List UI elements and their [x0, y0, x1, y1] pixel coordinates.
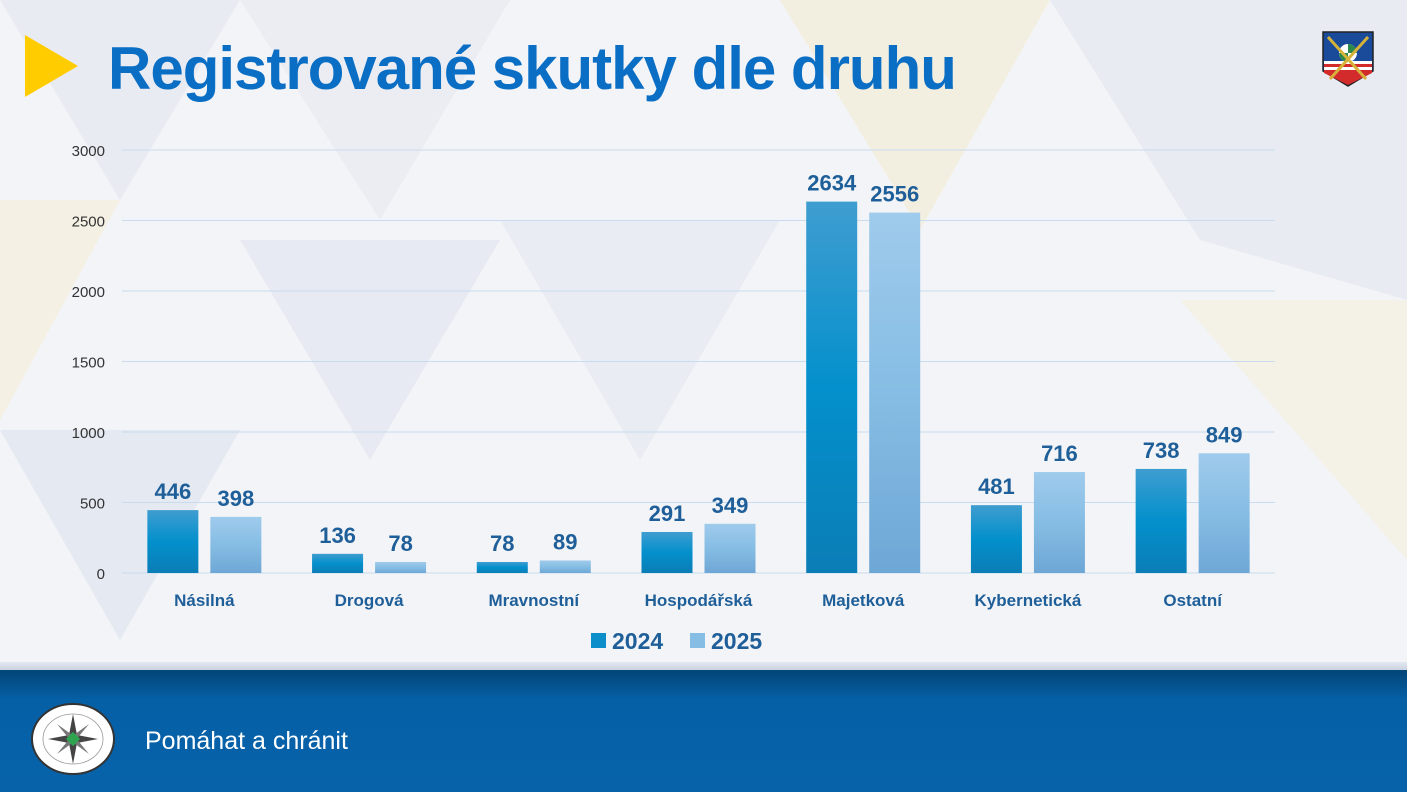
data-label: 738 — [1143, 438, 1180, 463]
data-label: 78 — [388, 531, 412, 556]
data-label: 2634 — [807, 171, 857, 196]
police-seal-logo-icon — [31, 703, 115, 775]
y-tick-label: 1000 — [72, 425, 105, 442]
data-label: 481 — [978, 474, 1015, 499]
bar-2024 — [970, 505, 1022, 573]
x-tick-label: Ostatní — [1163, 591, 1223, 610]
bar-2024 — [641, 531, 693, 573]
data-label: 89 — [553, 529, 577, 554]
bar-2024 — [1135, 468, 1187, 573]
data-label: 291 — [649, 501, 686, 526]
x-tick-label: Drogová — [335, 591, 405, 610]
bar-2024 — [476, 562, 528, 573]
page-title: Registrované skutky dle druhu — [108, 35, 957, 102]
bar-2024 — [147, 510, 199, 573]
title-arrow-icon — [25, 35, 78, 97]
data-label: 136 — [319, 523, 356, 548]
legend-label-2025: 2025 — [711, 628, 762, 654]
bar-2025 — [1198, 453, 1250, 573]
bar-2025 — [704, 523, 756, 573]
crest-logo-icon — [1322, 31, 1374, 87]
y-tick-label: 2500 — [72, 214, 105, 231]
x-tick-label: Mravnostní — [488, 591, 580, 610]
bar-2025 — [375, 562, 427, 573]
bar-2025 — [539, 560, 591, 573]
data-label: 716 — [1041, 441, 1078, 466]
bar-2024 — [806, 201, 858, 573]
bar-2025 — [210, 516, 262, 573]
y-tick-label: 1500 — [72, 355, 105, 372]
data-label: 78 — [490, 531, 514, 556]
legend-swatch-2024 — [591, 633, 606, 648]
footer — [0, 670, 1407, 792]
footer-motto: Pomáhat a chránit — [145, 727, 348, 755]
data-label: 349 — [712, 493, 749, 518]
y-tick-label: 500 — [80, 496, 105, 513]
data-label: 849 — [1206, 422, 1243, 447]
legend: 2024 2025 — [591, 628, 762, 654]
bar-2025 — [1033, 472, 1085, 573]
y-tick-label: 0 — [97, 566, 105, 583]
data-label: 398 — [217, 486, 254, 511]
bar-2024 — [312, 553, 364, 573]
y-tick-label: 2000 — [72, 284, 105, 301]
bar-chart: 0 500 1000 1500 2000 2500 3000 446 398 Násilná 136… — [72, 143, 1275, 654]
data-label: 2556 — [870, 182, 919, 207]
x-tick-label: Majetková — [822, 591, 905, 610]
x-tick-label: Hospodářská — [645, 591, 753, 610]
bar-2025 — [869, 212, 921, 573]
y-tick-label: 3000 — [72, 143, 105, 160]
data-label: 446 — [154, 479, 191, 504]
footer-shadow — [0, 662, 1407, 670]
legend-label-2024: 2024 — [612, 628, 663, 654]
x-tick-label: Násilná — [174, 591, 235, 610]
x-tick-label: Kybernetická — [975, 591, 1082, 610]
legend-swatch-2025 — [690, 633, 705, 648]
